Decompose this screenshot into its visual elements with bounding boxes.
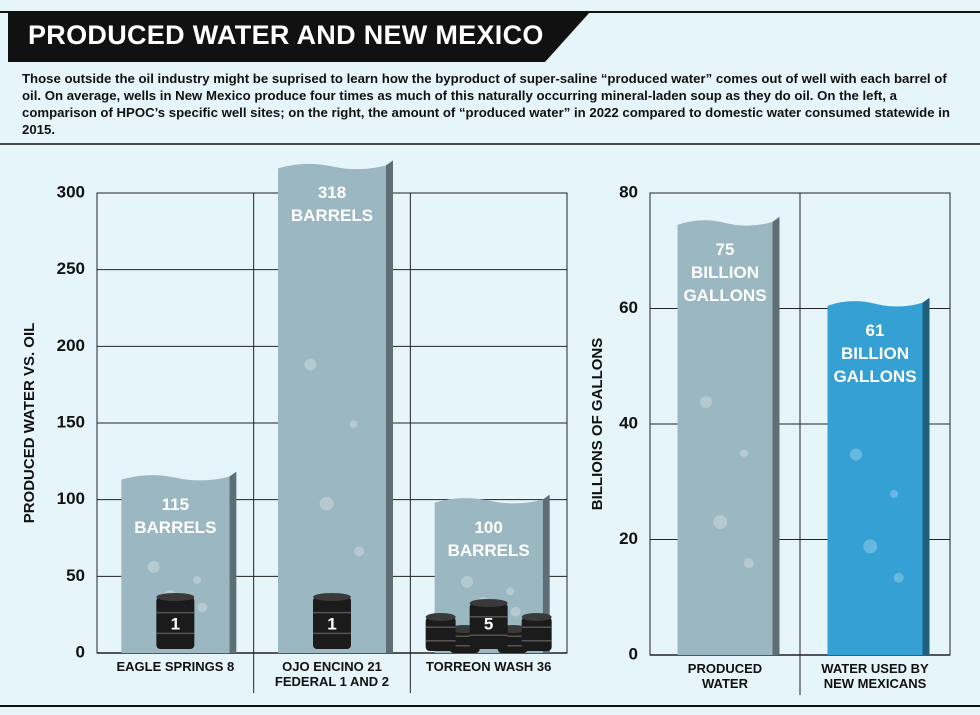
oil-barrels: 1 xyxy=(313,593,351,649)
barrel-lid xyxy=(156,593,195,601)
bar-face xyxy=(121,475,230,653)
bar xyxy=(121,471,237,653)
barrel-body xyxy=(313,597,351,649)
bubble xyxy=(349,420,358,429)
bubble xyxy=(506,587,515,596)
value-label: 75 BILLION GALLONS xyxy=(683,239,767,305)
y-tick-label: 0 xyxy=(629,644,638,663)
bubble xyxy=(740,449,748,458)
bar xyxy=(278,160,393,654)
bar-side xyxy=(386,160,393,653)
bar-face xyxy=(434,498,543,653)
y-tick-label: 0 xyxy=(76,642,85,661)
bubble xyxy=(319,496,334,511)
y-tick-label: 150 xyxy=(57,412,85,431)
oil-value: 1 xyxy=(171,614,180,633)
y-tick-label: 40 xyxy=(619,413,638,432)
bar-side xyxy=(229,471,237,653)
x-tick-label: OJO ENCINO 21 FEDERAL 1 AND 2 xyxy=(274,659,390,689)
bar xyxy=(677,216,780,655)
oil-value: 5 xyxy=(484,614,493,633)
barrel-body xyxy=(469,603,508,649)
y-tick-label: 20 xyxy=(619,529,638,548)
bubble xyxy=(890,489,898,498)
title: PRODUCED WATER AND NEW MEXICO xyxy=(28,20,544,50)
y-axis-title: BILLIONS OF GALLONS xyxy=(589,338,606,511)
bar-face xyxy=(278,163,386,654)
value-label: 61 BILLION GALLONS xyxy=(833,320,917,386)
bar-side xyxy=(772,216,780,655)
bubble xyxy=(192,575,201,584)
bar xyxy=(434,494,550,653)
bubble xyxy=(147,560,160,573)
barrel-lid xyxy=(521,613,552,621)
barrel-lid xyxy=(313,593,351,601)
bubble xyxy=(354,546,364,557)
bubble xyxy=(863,539,878,554)
oil-barrels: 1 xyxy=(156,593,195,649)
oil-value: 1 xyxy=(327,614,336,633)
x-tick-label: PRODUCED WATER xyxy=(687,661,763,691)
bubble xyxy=(713,515,728,530)
barrel-body xyxy=(156,597,195,649)
title-banner xyxy=(8,12,590,62)
oil-barrels: 5 xyxy=(425,599,552,653)
bubble xyxy=(893,572,904,583)
bar-face xyxy=(677,220,773,655)
y-tick-label: 250 xyxy=(57,259,85,278)
y-tick-label: 200 xyxy=(57,336,85,355)
value-label: 318 BARRELS xyxy=(290,183,374,226)
y-tick-label: 60 xyxy=(619,298,638,317)
bar-side xyxy=(922,297,930,655)
description: Those outside the oil industry might be … xyxy=(22,71,950,137)
barrel-body xyxy=(425,617,456,651)
y-tick-label: 50 xyxy=(66,566,85,585)
x-tick-label: EAGLE SPRINGS 8 xyxy=(116,659,235,674)
barrel-lid xyxy=(425,613,456,621)
bubble xyxy=(700,395,712,408)
barrel-lid xyxy=(469,599,508,607)
bar xyxy=(827,297,930,655)
value-label: 115 BARRELS xyxy=(134,494,217,537)
x-tick-label: TORREON WASH 36 xyxy=(425,659,552,674)
bubble xyxy=(304,358,317,371)
bubble xyxy=(510,606,521,617)
value-label: 100 BARRELS xyxy=(447,517,530,560)
bubble xyxy=(461,575,474,588)
bubble xyxy=(197,602,208,613)
bar-face xyxy=(827,301,923,655)
x-tick-label: WATER USED BY NEW MEXICANS xyxy=(821,661,929,691)
y-tick-label: 100 xyxy=(57,489,85,508)
barrel-body xyxy=(521,617,552,651)
bubble xyxy=(850,448,862,461)
y-tick-label: 80 xyxy=(619,182,638,201)
y-tick-label: 300 xyxy=(57,182,85,201)
y-axis-title: PRODUCED WATER VS. OIL xyxy=(21,323,38,524)
bar-side xyxy=(542,494,550,653)
bubble xyxy=(743,558,754,569)
